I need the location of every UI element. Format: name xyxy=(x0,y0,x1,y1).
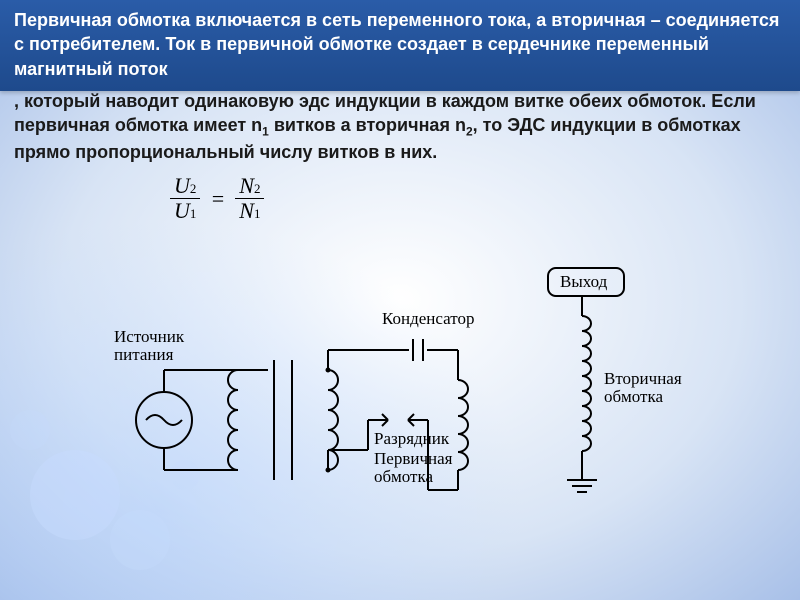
fraction-left: U2 U1 xyxy=(170,174,200,223)
label-source: Источникпитания xyxy=(114,328,184,365)
n1-sub: 1 xyxy=(254,206,261,221)
equals-sign: = xyxy=(210,186,225,212)
label-secondary: Вторичнаяобмотка xyxy=(604,370,682,407)
label-capacitor: Конденсатор xyxy=(382,310,474,329)
n2-sub: 2 xyxy=(254,181,261,196)
header-text: Первичная обмотка включается в сеть пере… xyxy=(14,10,779,79)
label-spark-gap: Разрядник xyxy=(374,430,449,449)
n2-num: N xyxy=(239,173,254,198)
u1-sub: 1 xyxy=(190,206,197,221)
fraction-right: N2 N1 xyxy=(235,174,264,223)
u2-sub: 2 xyxy=(190,181,197,196)
circuit-diagram: Источникпитания Конденсатор Разрядник Пе… xyxy=(110,230,670,530)
label-output: Выход xyxy=(560,273,607,292)
header-box: Первичная обмотка включается в сеть пере… xyxy=(0,0,800,91)
subscript-2: 2 xyxy=(466,125,473,139)
formula: U2 U1 = N2 N1 xyxy=(170,174,800,223)
u1-den: U xyxy=(174,198,190,223)
n1-den: N xyxy=(239,198,254,223)
subscript-1: 1 xyxy=(262,125,269,139)
body-text-2: витков а вторичная n xyxy=(269,115,466,135)
body-paragraph: , который наводит одинаковую эдс индукци… xyxy=(0,89,800,164)
u2-num: U xyxy=(174,173,190,198)
label-primary: Первичнаяобмотка xyxy=(374,450,452,487)
